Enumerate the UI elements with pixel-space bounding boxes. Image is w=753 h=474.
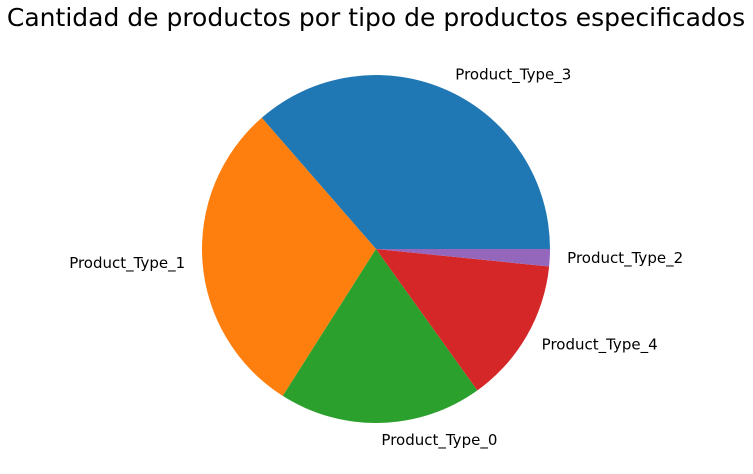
slice-label-product-type-1: Product_Type_1 [69,254,185,273]
pie-labels: Product_Type_3 Product_Type_1 Product_Type… [69,65,683,450]
pie-slice-product-type-0 [282,249,478,423]
slice-label-product-type-2: Product_Type_2 [567,249,683,268]
slice-label-product-type-3: Product_Type_3 [455,65,571,84]
chart-title: Cantidad de productos por tipo de produc… [7,3,745,32]
slice-label-product-type-0: Product_Type_0 [381,431,497,450]
slice-label-product-type-4: Product_Type_4 [542,335,658,354]
pie-slices [201,75,550,423]
pie-slice-product-type-1 [201,117,376,396]
pie-slice-product-type-2 [376,249,550,267]
pie-slice-product-type-4 [376,249,550,391]
pie-slice-product-type-3 [261,75,550,249]
